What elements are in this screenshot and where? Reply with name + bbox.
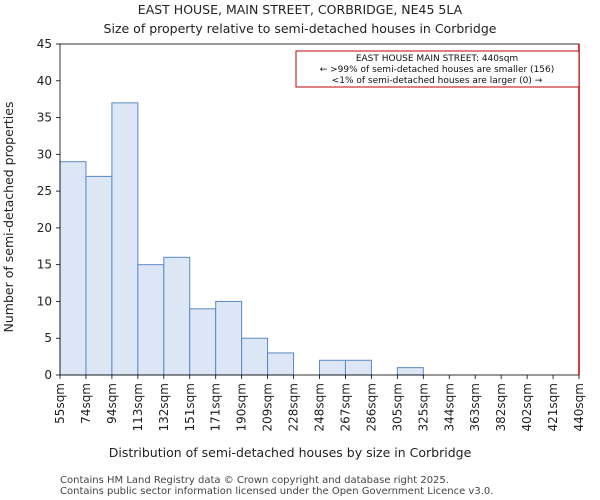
- x-tick-label-325sqm: 325sqm: [416, 383, 430, 431]
- y-tick-label-25: 25: [37, 184, 52, 198]
- y-tick-label-45: 45: [37, 37, 52, 51]
- x-tick-label-74sqm: 74sqm: [79, 383, 93, 424]
- x-axis-label: Distribution of semi-detached houses by …: [109, 445, 472, 460]
- footer-line-2: Contains public sector information licen…: [60, 486, 493, 497]
- x-tick-label-151sqm: 151sqm: [183, 383, 197, 431]
- x-tick-label-171sqm: 171sqm: [209, 383, 223, 431]
- y-tick-label-20: 20: [37, 221, 52, 235]
- bar-151sqm: [189, 308, 217, 376]
- x-tick-label-55sqm: 55sqm: [53, 383, 67, 424]
- y-tick-label-15: 15: [37, 258, 52, 272]
- x-tick-label-228sqm: 228sqm: [287, 383, 301, 431]
- x-tick-label-113sqm: 113sqm: [131, 383, 145, 431]
- bar-94sqm: [111, 102, 139, 376]
- x-tick-label-132sqm: 132sqm: [157, 383, 171, 431]
- bar-267sqm: [344, 359, 372, 376]
- x-tick-label-382sqm: 382sqm: [494, 383, 508, 431]
- annotation-box: EAST HOUSE MAIN STREET: 440sqm ← >99% of…: [295, 50, 580, 88]
- y-tick-label-30: 30: [37, 147, 52, 161]
- annotation-frame: [295, 50, 580, 88]
- bar-248sqm: [319, 359, 346, 376]
- x-tick-label-248sqm: 248sqm: [313, 383, 327, 431]
- bar-55sqm: [59, 161, 87, 376]
- x-tick-label-421sqm: 421sqm: [546, 383, 560, 431]
- y-tick-label-5: 5: [44, 331, 52, 345]
- bar-132sqm: [163, 256, 191, 376]
- x-tick-label-305sqm: 305sqm: [390, 383, 404, 431]
- annotation-line-2: ← >99% of semi-detached houses are small…: [320, 65, 555, 75]
- bar-113sqm: [137, 264, 165, 376]
- x-tick-label-344sqm: 344sqm: [442, 383, 456, 431]
- y-axis-label: Number of semi-detached properties: [1, 102, 16, 333]
- bar-74sqm: [85, 175, 113, 376]
- bar-305sqm: [396, 367, 424, 376]
- y-tick-label-10: 10: [37, 294, 52, 308]
- x-tick-label-286sqm: 286sqm: [364, 383, 378, 431]
- annotation-line-3: <1% of semi-detached houses are larger (…: [332, 76, 543, 86]
- x-tick-label-402sqm: 402sqm: [520, 383, 534, 431]
- y-ticks-group: 0 5 10 15 20 25 30 35 40 45: [37, 37, 60, 382]
- x-tick-label-267sqm: 267sqm: [338, 383, 352, 431]
- bar-171sqm: [215, 300, 243, 376]
- chart-title: EAST HOUSE, MAIN STREET, CORBRIDGE, NE45…: [138, 2, 463, 17]
- x-tick-label-440sqm: 440sqm: [572, 383, 586, 431]
- x-ticks-group: 55sqm 74sqm 94sqm 113sqm 132sqm 151sqm 171sqm 1…: [53, 375, 586, 431]
- footer-line-1: Contains HM Land Registry data © Crown c…: [60, 475, 449, 486]
- x-tick-label-190sqm: 190sqm: [235, 383, 249, 431]
- chart-subtitle: Size of property relative to semi-detach…: [104, 21, 497, 36]
- x-tick-label-94sqm: 94sqm: [105, 383, 119, 424]
- y-tick-label-0: 0: [44, 368, 52, 382]
- x-tick-label-209sqm: 209sqm: [261, 383, 275, 431]
- y-tick-label-35: 35: [37, 111, 52, 125]
- bar-209sqm: [267, 352, 295, 376]
- annotation-line-1: EAST HOUSE MAIN STREET: 440sqm: [356, 54, 518, 64]
- bar-190sqm: [241, 337, 269, 376]
- x-tick-label-363sqm: 363sqm: [468, 383, 482, 431]
- bars-group: [59, 102, 424, 376]
- y-tick-label-40: 40: [37, 74, 52, 88]
